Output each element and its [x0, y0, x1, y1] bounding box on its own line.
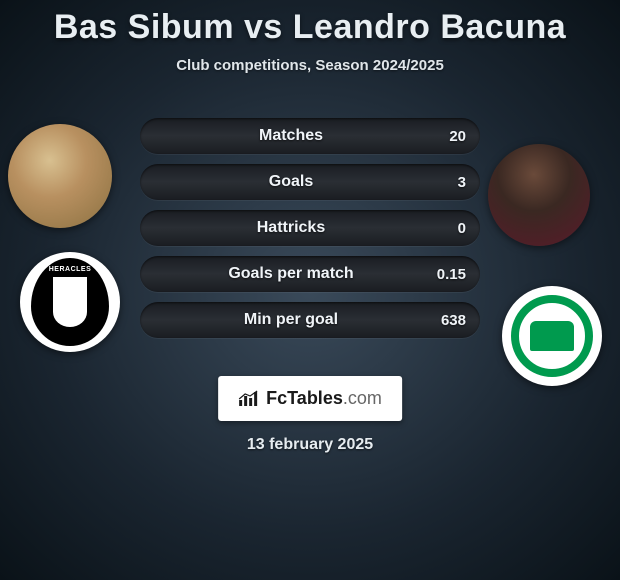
- stat-value: 0.15: [428, 266, 466, 283]
- branding-box: FcTables.com: [218, 376, 402, 421]
- branding-name: FcTables: [266, 388, 343, 408]
- stat-label: Matches: [154, 127, 428, 145]
- date-text: 13 february 2025: [0, 436, 620, 454]
- club-logo-right: [502, 286, 602, 386]
- stat-label: Goals per match: [154, 265, 428, 283]
- branding-ext: .com: [343, 388, 382, 408]
- player-right-portrait: [488, 144, 590, 246]
- stat-value: 3: [428, 174, 466, 191]
- stat-label: Min per goal: [154, 311, 428, 329]
- comparison-card: Bas Sibum vs Leandro Bacuna Club competi…: [0, 0, 620, 580]
- page-title: Bas Sibum vs Leandro Bacuna: [0, 8, 620, 47]
- stat-row-hattricks: Hattricks 0: [140, 210, 480, 246]
- bar-chart-icon: [238, 390, 260, 408]
- stat-value: 638: [428, 312, 466, 329]
- stat-row-goals: Goals 3: [140, 164, 480, 200]
- heracles-crest-icon: [31, 258, 109, 346]
- stat-label: Goals: [154, 173, 428, 191]
- stat-label: Hattricks: [154, 219, 428, 237]
- groningen-crest-icon: [511, 295, 593, 377]
- branding-text: FcTables.com: [266, 388, 382, 409]
- stat-row-goals-per-match: Goals per match 0.15: [140, 256, 480, 292]
- stat-row-min-per-goal: Min per goal 638: [140, 302, 480, 338]
- stat-value: 0: [428, 220, 466, 237]
- player-left-portrait: [8, 124, 112, 228]
- club-logo-left: [20, 252, 120, 352]
- subtitle: Club competitions, Season 2024/2025: [0, 57, 620, 74]
- stat-value: 20: [428, 128, 466, 145]
- stat-row-matches: Matches 20: [140, 118, 480, 154]
- stats-list: Matches 20 Goals 3 Hattricks 0 Goals per…: [140, 118, 480, 348]
